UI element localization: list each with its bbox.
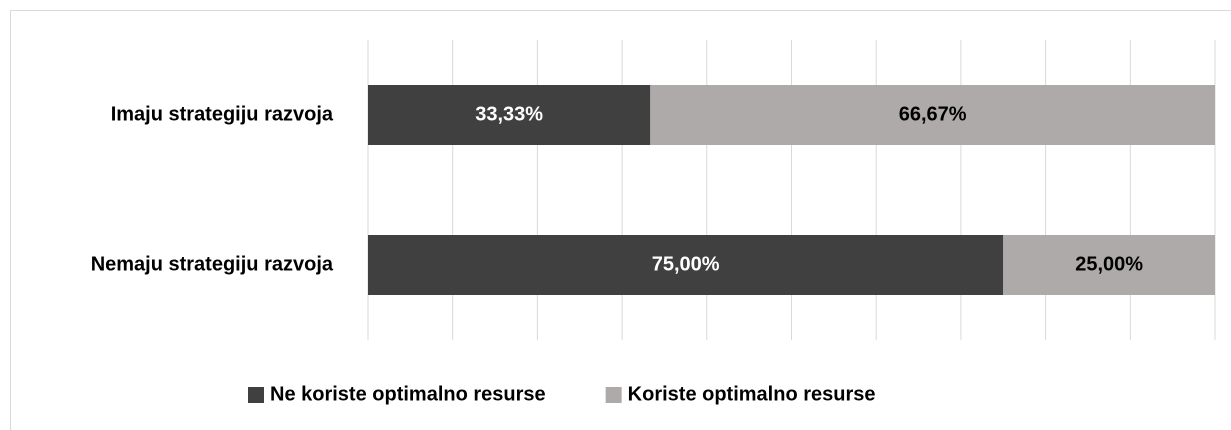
y-tick-label: Imaju strategiju razvoja	[111, 103, 334, 125]
bar-segment	[1003, 235, 1215, 295]
bar-segment	[650, 85, 1215, 145]
data-label: 75,00%	[652, 253, 720, 275]
legend-label: Koriste optimalno resurse	[628, 383, 876, 405]
chart-border	[10, 10, 1231, 430]
legend-label: Ne koriste optimalno resurse	[270, 383, 546, 405]
data-label: 66,67%	[899, 103, 967, 125]
data-label: 25,00%	[1075, 253, 1143, 275]
bar-segment	[368, 235, 1004, 295]
data-label: 33,33%	[475, 103, 543, 125]
bar-segment	[368, 85, 651, 145]
legend-swatch	[605, 387, 622, 403]
legend-swatch	[248, 387, 264, 403]
y-tick-label: Nemaju strategiju razvoja	[91, 253, 334, 275]
